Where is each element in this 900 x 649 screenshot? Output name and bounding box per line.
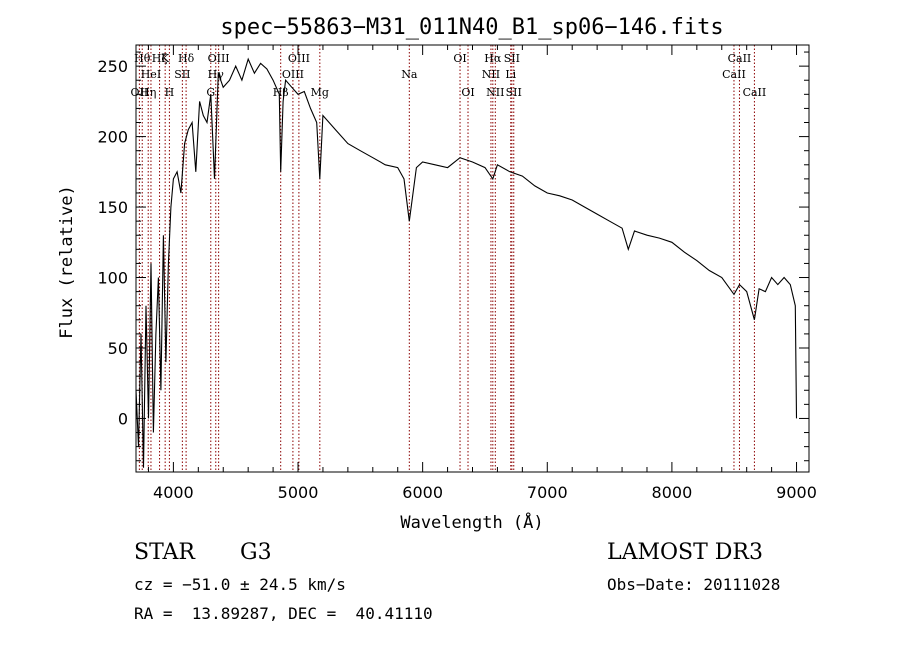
line-label-11: OIII	[208, 52, 230, 65]
line-label-16: Na	[401, 68, 418, 81]
line-label-23: SII	[504, 52, 520, 65]
plot-frame	[135, 44, 810, 473]
line-label-10: Hγ	[208, 68, 225, 81]
line-label-14: OIII	[288, 52, 310, 65]
line-label-13: OIII	[282, 68, 304, 81]
line-label-0: OII	[131, 86, 149, 99]
y-tick-label-2: 100	[97, 269, 128, 288]
redshift-text: cz = −51.0 ± 24.5 km/s	[134, 575, 346, 594]
coordinates-text: RA = 13.89287, DEC = 40.41110	[134, 604, 433, 623]
y-tick-label-3: 150	[97, 198, 128, 217]
line-label-21: NII	[486, 86, 504, 99]
chart-title: spec−55863−M31_011N40_B1_sp06−146.fits	[220, 15, 723, 40]
line-label-15: Mg	[311, 86, 329, 99]
object-class: STAR	[134, 540, 195, 565]
spectrum-line	[135, 57, 798, 468]
x-tick-label-0: 4000	[153, 483, 194, 502]
y-tick-label-1: 50	[108, 339, 128, 358]
line-label-6: H	[165, 86, 175, 99]
line-label-2: Hη	[140, 86, 156, 99]
line-label-19: NII	[482, 68, 500, 81]
y-tick-label-4: 200	[97, 128, 128, 147]
line-label-25: CaII	[722, 68, 746, 81]
line-label-8: Hδ	[178, 52, 195, 65]
line-label-24: SII	[506, 86, 522, 99]
spectral-line-markers	[138, 45, 755, 472]
line-label-22: Li	[505, 68, 516, 81]
x-tick-label-3: 7000	[527, 483, 568, 502]
line-label-5: K	[161, 52, 170, 65]
survey-name: LAMOST DR3	[607, 540, 763, 565]
y-tick-label-0: 0	[118, 409, 128, 428]
x-axis-label: Wavelength (Å)	[400, 511, 543, 533]
y-axis: 0 50 100 150 200 250	[97, 51, 809, 462]
x-tick-label-5: 9000	[776, 483, 817, 502]
line-label-7: SII	[174, 68, 190, 81]
spectral-line-labels: OII Hθ Hη HeI HζK H SII Hδ G Hγ OIII Hβ OIII OIII Mg Na…	[131, 52, 767, 99]
line-label-27: CaII	[743, 86, 767, 99]
spectrum-chart: spec−55863−M31_011N40_B1_sp06−146.fits O…	[57, 15, 817, 533]
line-label-12: Hβ	[273, 86, 289, 99]
line-label-26: CaII	[728, 52, 752, 65]
x-tick-label-2: 6000	[402, 483, 443, 502]
object-subclass: G3	[240, 540, 272, 565]
line-label-18: OI	[461, 86, 474, 99]
x-tick-label-4: 8000	[652, 483, 693, 502]
line-label-17: OI	[453, 52, 466, 65]
line-label-1: Hθ	[134, 52, 151, 65]
line-label-9: G	[206, 86, 215, 99]
y-tick-label-5: 250	[97, 57, 128, 76]
x-axis: 4000 5000 6000 7000 8000 9000	[147, 45, 817, 502]
line-label-4: Hζ	[152, 52, 168, 65]
y-axis-label: Flux (relative)	[57, 185, 77, 339]
obs-date-text: Obs−Date: 20111028	[607, 575, 781, 594]
x-tick-label-1: 5000	[278, 483, 319, 502]
line-label-20: Hα	[484, 52, 502, 65]
line-label-3: HeI	[141, 68, 161, 81]
